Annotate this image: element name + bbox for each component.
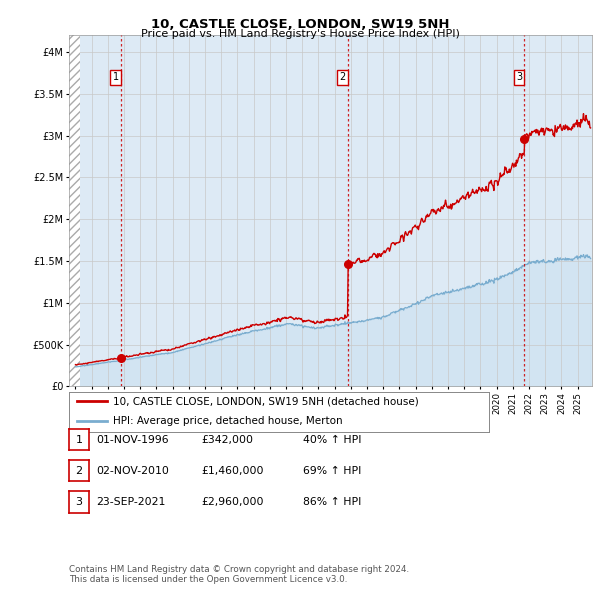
Bar — [69, 35, 80, 386]
Text: 2: 2 — [76, 466, 82, 476]
Text: Price paid vs. HM Land Registry's House Price Index (HPI): Price paid vs. HM Land Registry's House … — [140, 29, 460, 39]
Text: 69% ↑ HPI: 69% ↑ HPI — [303, 466, 361, 476]
Text: £342,000: £342,000 — [201, 435, 253, 444]
Text: 01-NOV-1996: 01-NOV-1996 — [96, 435, 169, 444]
Text: £1,460,000: £1,460,000 — [201, 466, 263, 476]
Text: 1: 1 — [76, 435, 82, 444]
Text: 10, CASTLE CLOSE, LONDON, SW19 5NH (detached house): 10, CASTLE CLOSE, LONDON, SW19 5NH (deta… — [113, 396, 419, 407]
Text: 23-SEP-2021: 23-SEP-2021 — [96, 497, 166, 507]
Text: 02-NOV-2010: 02-NOV-2010 — [96, 466, 169, 476]
Text: HPI: Average price, detached house, Merton: HPI: Average price, detached house, Mert… — [113, 417, 343, 427]
Text: 10, CASTLE CLOSE, LONDON, SW19 5NH: 10, CASTLE CLOSE, LONDON, SW19 5NH — [151, 18, 449, 31]
Text: 3: 3 — [516, 72, 522, 82]
Text: £2,960,000: £2,960,000 — [201, 497, 263, 507]
Text: Contains HM Land Registry data © Crown copyright and database right 2024.
This d: Contains HM Land Registry data © Crown c… — [69, 565, 409, 584]
Text: 86% ↑ HPI: 86% ↑ HPI — [303, 497, 361, 507]
Text: 3: 3 — [76, 497, 82, 507]
Text: 2: 2 — [340, 72, 346, 82]
Text: 40% ↑ HPI: 40% ↑ HPI — [303, 435, 361, 444]
Text: 1: 1 — [113, 72, 119, 82]
